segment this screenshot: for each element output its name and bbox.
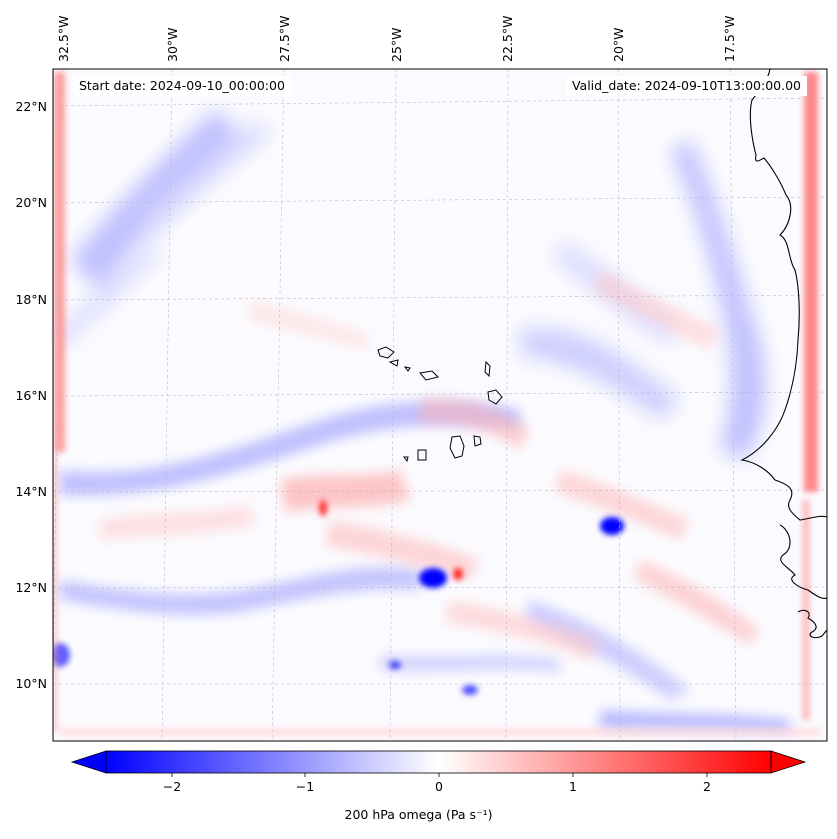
lat-label: 14°N [15, 484, 47, 499]
lat-label: 18°N [15, 292, 47, 307]
lat-label: 16°N [15, 388, 47, 403]
lat-label: 22°N [15, 99, 47, 114]
colorbar-tick-label: 2 [703, 779, 711, 794]
lon-label: 17.5°W [722, 16, 737, 62]
colorbar: −2 −1 0 1 2 [70, 750, 807, 794]
subsidence-band-central [60, 401, 790, 732]
colorbar-tick-label: −2 [163, 779, 181, 794]
ascent-patches [100, 270, 760, 660]
lon-label: 27.5°W [277, 16, 292, 62]
intense-features [53, 500, 624, 695]
african-coastline [740, 69, 827, 639]
colorbar-title: 200 hPa omega (Pa s⁻¹) [344, 807, 493, 822]
lon-label: 25°W [389, 27, 404, 62]
lat-label: 12°N [15, 580, 47, 595]
lat-label: 10°N [15, 676, 47, 691]
omega-field-map [53, 69, 827, 741]
lon-label: 30°W [165, 27, 180, 62]
colorbar-extend-right [770, 750, 807, 774]
colorbar-tick-label: 1 [569, 779, 577, 794]
lon-label: 20°W [611, 27, 626, 62]
longitude-labels: 32.5°W 30°W 27.5°W 25°W 22.5°W 20°W 17.5… [56, 16, 737, 62]
colorbar-tick-label: −1 [296, 779, 314, 794]
colorbar-gradient [106, 751, 771, 773]
cape-verde-islands [377, 346, 503, 463]
map-frame [52, 68, 828, 742]
boundary-artifacts [53, 72, 820, 736]
lon-label: 22.5°W [500, 16, 515, 62]
start-date-label: Start date: 2024-09-10_00:00:00 [73, 76, 291, 96]
valid-date-label: Valid_date: 2024-09-10T13:00:00.00 [565, 76, 807, 96]
lon-label: 32.5°W [56, 16, 71, 62]
latitude-labels: 22°N 20°N 18°N 16°N 14°N 12°N 10°N [15, 99, 47, 691]
graticule [53, 69, 827, 741]
subsidence-band-northwest [55, 110, 270, 350]
colorbar-extend-left [70, 750, 107, 774]
lat-label: 20°N [15, 195, 47, 210]
colorbar-tick-label: 0 [435, 779, 443, 794]
